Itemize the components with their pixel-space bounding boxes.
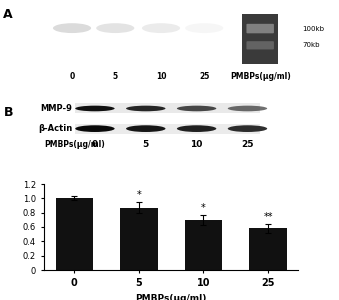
Ellipse shape — [53, 23, 91, 33]
Bar — [56, 198, 93, 270]
Ellipse shape — [228, 125, 267, 132]
Ellipse shape — [126, 125, 165, 132]
Text: **: ** — [263, 212, 273, 222]
Text: 0: 0 — [92, 140, 98, 149]
Text: MMP-9: MMP-9 — [40, 104, 72, 113]
Text: 5: 5 — [113, 72, 118, 81]
Text: 100kb: 100kb — [302, 26, 324, 32]
Bar — [185, 220, 222, 270]
Ellipse shape — [96, 23, 134, 33]
Text: A: A — [3, 8, 13, 20]
Ellipse shape — [185, 23, 223, 33]
Text: 25: 25 — [199, 72, 210, 81]
Text: 10: 10 — [156, 72, 166, 81]
Text: β-Actin: β-Actin — [38, 124, 72, 133]
Text: PMBPs(μg/ml): PMBPs(μg/ml) — [44, 140, 105, 149]
Text: *: * — [137, 190, 141, 200]
Ellipse shape — [142, 23, 180, 33]
Ellipse shape — [75, 106, 115, 111]
FancyBboxPatch shape — [242, 14, 278, 64]
Ellipse shape — [177, 106, 216, 111]
Text: 5: 5 — [143, 140, 149, 149]
Text: 25: 25 — [241, 140, 254, 149]
Ellipse shape — [228, 106, 267, 111]
Text: *: * — [201, 203, 206, 213]
Bar — [120, 208, 158, 270]
Text: PMBPs(μg/ml): PMBPs(μg/ml) — [230, 72, 291, 81]
Ellipse shape — [75, 125, 115, 132]
X-axis label: PMBPs(μg/ml): PMBPs(μg/ml) — [136, 294, 207, 300]
FancyBboxPatch shape — [75, 124, 260, 134]
Ellipse shape — [126, 106, 165, 111]
FancyBboxPatch shape — [75, 103, 260, 113]
Text: B: B — [3, 106, 13, 119]
Text: 10: 10 — [191, 140, 203, 149]
FancyBboxPatch shape — [246, 41, 274, 50]
Bar — [249, 228, 287, 270]
FancyBboxPatch shape — [246, 24, 274, 33]
Text: 0: 0 — [69, 72, 75, 81]
Text: 70kb: 70kb — [302, 42, 320, 48]
Ellipse shape — [177, 125, 216, 132]
